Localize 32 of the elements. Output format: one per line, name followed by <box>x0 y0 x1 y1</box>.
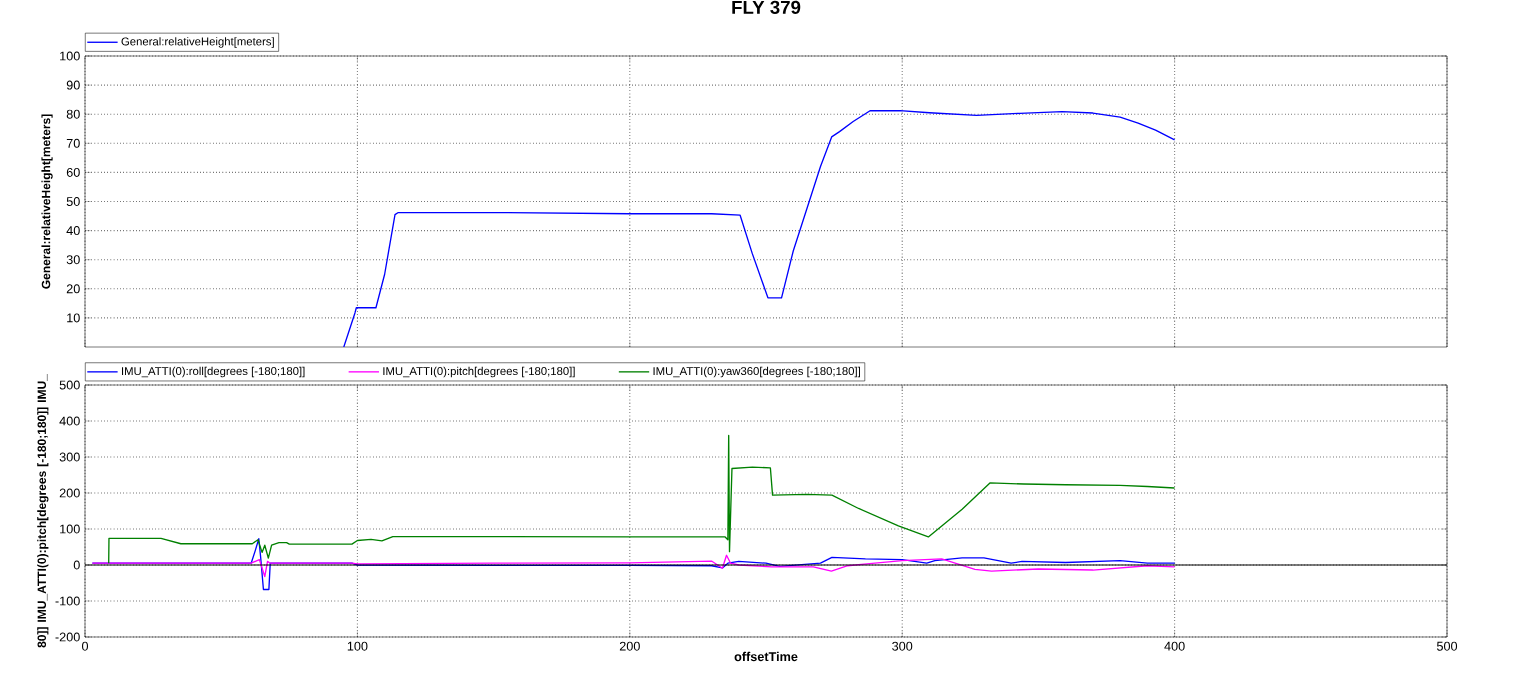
y-tick-label: 100 <box>60 524 80 534</box>
y-tick-label: 20 <box>66 284 80 294</box>
x-tick-label: 100 <box>347 641 368 651</box>
legend-label: General:relativeHeight[meters] <box>121 37 274 48</box>
y-tick-label: 80 <box>66 109 80 119</box>
y-tick-label: 10 <box>67 313 80 323</box>
y-tick-label: 60 <box>66 167 80 177</box>
y-tick-label: 200 <box>59 488 80 498</box>
y-tick-label: 90 <box>66 80 80 90</box>
chart-title: FLY 379 <box>732 0 801 14</box>
y-tick-label: -200 <box>55 632 80 642</box>
y-axis-title: 80]] IMU_ATTI(0):pitch[degrees [-180;180]] IMU_ <box>37 374 49 648</box>
y-tick-label: 30 <box>66 255 80 265</box>
y-tick-label: -100 <box>55 596 80 606</box>
y-tick-label: 100 <box>60 51 80 61</box>
x-tick-label: 0 <box>81 641 89 651</box>
y-tick-label: 500 <box>59 380 80 390</box>
x-tick-label: 400 <box>1164 641 1185 651</box>
y-axis-title: General:relativeHeight[meters] <box>41 114 53 289</box>
y-tick-label: 300 <box>59 452 80 462</box>
x-tick-label: 300 <box>892 641 913 651</box>
x-tick-label: 500 <box>1436 641 1458 651</box>
legend-label: IMU_ATTI(0):yaw360[degrees [-180;180]] <box>653 366 860 378</box>
legend-label: IMU_ATTI(0):pitch[degrees [-180;180]] <box>383 366 575 378</box>
y-tick-label: 40 <box>66 226 80 236</box>
legend-label: IMU_ATTI(0):roll[degrees [-180;180]] <box>122 366 305 378</box>
y-tick-label: 400 <box>59 416 80 426</box>
y-tick-label: 70 <box>66 138 80 148</box>
y-tick-label: 50 <box>66 197 80 206</box>
y-tick-label: 0 <box>73 560 80 570</box>
x-tick-label: 200 <box>619 641 640 651</box>
x-axis-title: offsetTime <box>734 651 798 662</box>
